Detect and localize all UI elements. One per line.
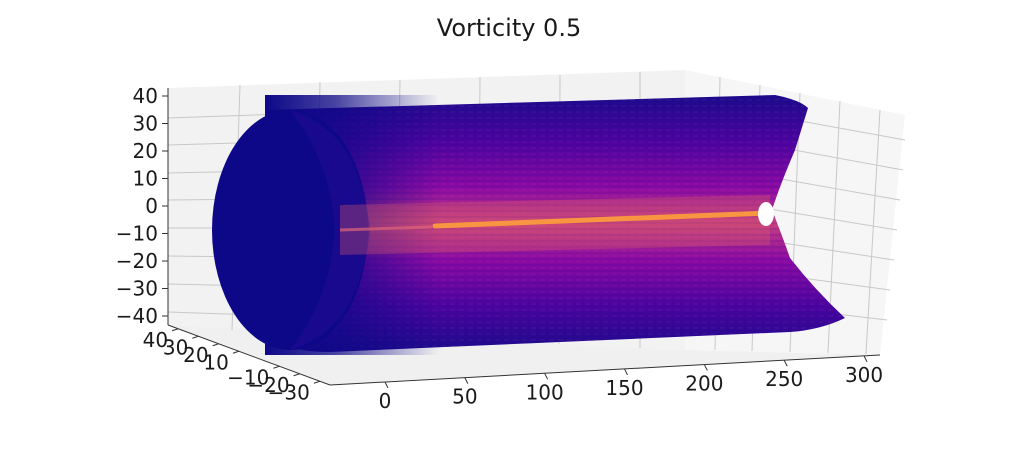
core-line-faint — [339, 225, 433, 232]
inner-glow — [340, 195, 770, 255]
x-axis-line — [329, 354, 881, 386]
z-tick-label: 10 — [133, 167, 158, 191]
z-tick-label: 0 — [145, 194, 158, 218]
y-tick-label: −10 — [227, 365, 269, 389]
y-tick-label-mark — [293, 373, 300, 377]
surface — [212, 95, 845, 355]
x-tick-label: 250 — [765, 367, 803, 391]
x-axis-ticks: 0 50 100 150 200 250 300 — [379, 355, 883, 413]
z-tick-label: −10 — [116, 222, 158, 246]
x-tick-label: 100 — [526, 380, 564, 404]
x-tick-label-mark — [703, 364, 708, 371]
y-tick-label: 10 — [203, 350, 228, 374]
y-tick-label: 30 — [163, 335, 188, 359]
x-tick-label-mark — [863, 355, 868, 363]
x-tick-label-mark — [544, 373, 549, 380]
y-tick-label-mark — [212, 343, 219, 347]
z-tick-label: 30 — [133, 112, 158, 136]
z-axis-ticks: 40 30 20 10 0 −10 −20 −30 −40 — [116, 84, 168, 328]
z-tick-label: 40 — [133, 84, 158, 108]
core-line — [432, 210, 771, 229]
x-tick-label-mark — [464, 377, 469, 384]
y-tick-label-mark — [232, 350, 240, 354]
z-tick-label: −30 — [116, 277, 158, 301]
y-tick-label: −20 — [247, 373, 289, 397]
cylinder-edge-shade — [290, 110, 370, 350]
x-tick-label-mark — [624, 368, 628, 376]
chart-title: Vorticity 0.5 — [437, 14, 581, 42]
x-tick-label: 200 — [685, 372, 723, 396]
y-tick-label-mark — [192, 335, 199, 339]
y-tick-label-mark — [313, 380, 321, 384]
z-tick-label: −20 — [116, 249, 158, 273]
x-tick-label: 50 — [452, 385, 477, 409]
x-tick-label: 0 — [379, 389, 392, 413]
cylinder-opening — [758, 202, 774, 226]
x-tick-label-mark — [384, 381, 389, 389]
z-tick-label: −40 — [116, 304, 158, 328]
x-tick-label: 300 — [845, 363, 883, 387]
x-tick-label-mark — [783, 360, 788, 367]
y-tick-label-mark — [171, 328, 179, 332]
z-tick-label: 20 — [133, 139, 158, 163]
x-tick-label: 150 — [605, 376, 643, 400]
y-tick-label-mark — [273, 365, 280, 369]
y-tick-label: 40 — [143, 328, 168, 352]
y-axis-line — [167, 324, 331, 386]
y-tick-label: −30 — [268, 380, 310, 404]
y-tick-label: 20 — [183, 343, 208, 367]
